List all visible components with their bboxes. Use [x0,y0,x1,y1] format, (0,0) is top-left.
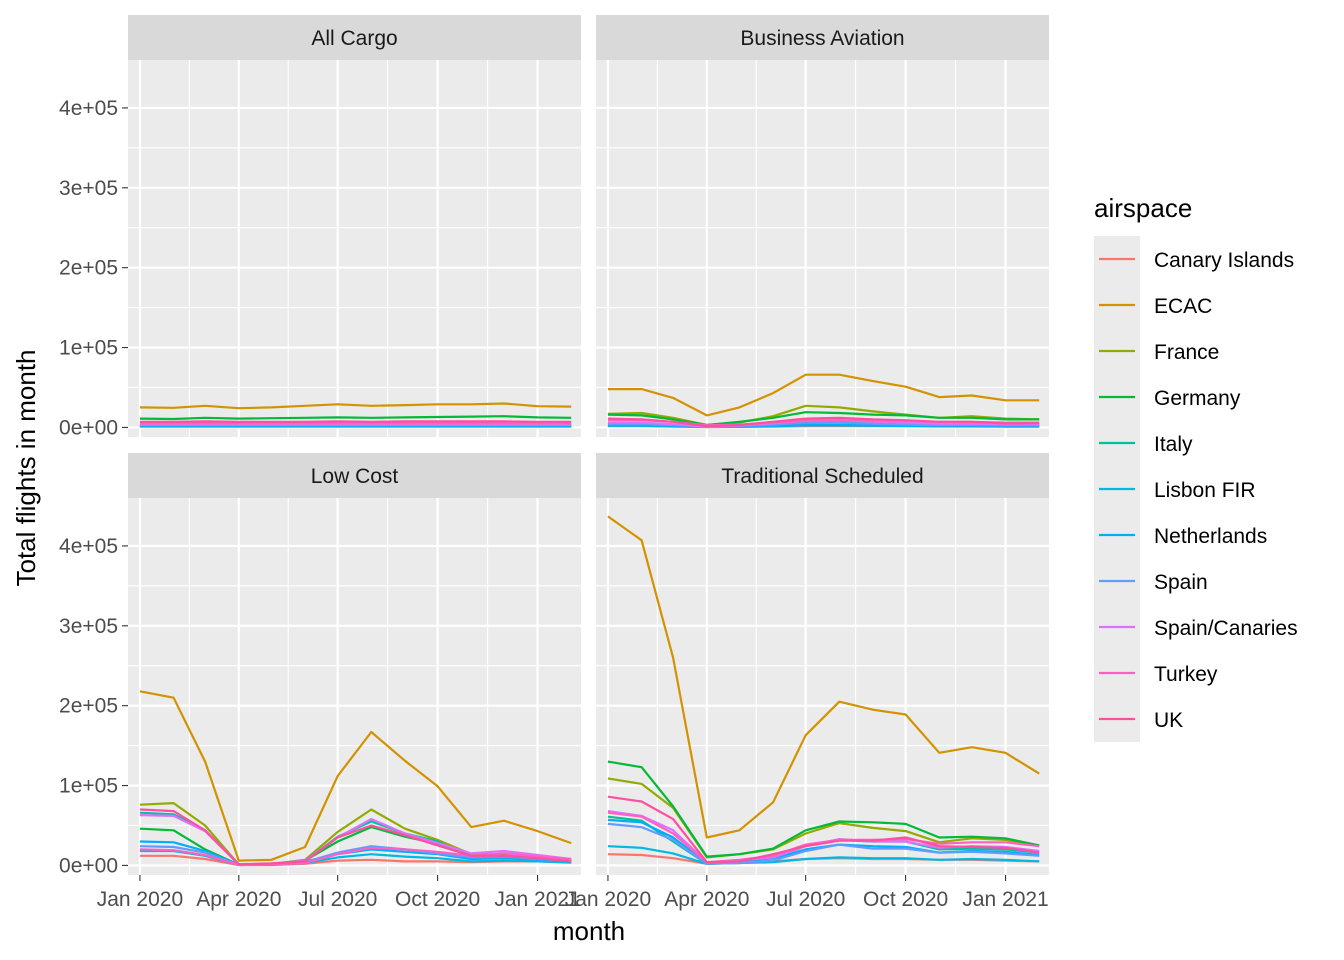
legend-item: Spain [1094,558,1208,604]
legend-item: Italy [1094,420,1193,466]
legend-item: Germany [1094,374,1241,420]
legend-keys: Canary Islands ECAC France Germany Italy Lisb… [1094,236,1298,742]
legend-label: Netherlands [1154,525,1267,548]
legend-label: Canary Islands [1154,249,1294,272]
legend-item: Lisbon FIR [1094,466,1256,512]
x-tick-label: Jan 2021 [494,888,580,911]
legend-item: Netherlands [1094,512,1267,558]
legend-label: ECAC [1154,295,1212,318]
facet-strip-label: All Cargo [311,27,397,50]
legend-item: UK [1094,696,1183,742]
series-line [607,373,1040,417]
y-tick-label: 4e+05 [59,535,118,558]
panel-background [596,60,1049,437]
series-line [139,846,572,867]
panel-background [128,498,581,875]
facet-strip [128,453,581,498]
y-tick-label: 0e+00 [59,854,118,877]
series-line [607,760,1040,858]
x-axis-title: month [553,916,625,946]
y-tick-label: 0e+00 [59,416,118,439]
y-tick-label: 1e+05 [59,775,118,798]
series-line [607,416,1040,428]
legend-label: Lisbon FIR [1154,479,1256,502]
series-line [139,415,572,421]
series-line [139,402,572,410]
facet-panel: All Cargo [128,15,581,437]
facet-strip [128,15,581,60]
x-tick-label: Jul 2020 [298,888,377,911]
x-tick-label: Jul 2020 [766,888,845,911]
facet-strip [596,453,1049,498]
series-line [139,690,572,862]
facet-panel: Business Aviation [596,15,1049,437]
series-line [607,404,1040,427]
legend: airspace Canary Islands ECAC France Germany… [1094,193,1298,742]
series-line [607,411,1040,427]
legend-title: airspace [1094,193,1192,223]
x-tick-label: Apr 2020 [664,888,749,911]
y-axis-title: Total flights in month [11,349,41,586]
x-tick-label: Jan 2021 [962,888,1048,911]
series-line [607,795,1040,864]
facet-panel: Low Cost [128,453,581,875]
series-line [607,822,1040,865]
x-tick-label: Oct 2020 [863,888,948,911]
legend-label: UK [1154,709,1183,732]
legend-item: France [1094,328,1219,374]
x-tick-label: Oct 2020 [395,888,480,911]
facet-strip-label: Traditional Scheduled [721,465,923,488]
series-line [607,515,1040,839]
facet-strip [596,15,1049,60]
axes-layer: 0e+00 1e+05 2e+05 3e+05 4e+05 0e+00 1e+05 2e+05… [59,97,1049,911]
legend-label: Turkey [1154,663,1218,686]
y-tick-label: 4e+05 [59,97,118,120]
facet-strip-label: Low Cost [311,465,399,488]
y-tick-label: 2e+05 [59,257,118,280]
legend-label: Italy [1154,433,1193,456]
panel-background [596,498,1049,875]
legend-item: Spain/Canaries [1094,604,1298,650]
panel-background [128,60,581,437]
series-line [607,811,1040,864]
y-tick-label: 2e+05 [59,695,118,718]
panels-layer: All Cargo Business Aviation Low Cost Tradit… [128,15,1049,875]
series-line [139,808,572,866]
legend-label: Spain [1154,571,1208,594]
legend-label: Spain/Canaries [1154,617,1298,640]
facet-panel: Traditional Scheduled [596,453,1049,875]
series-line [607,845,1040,865]
facet-strip-label: Business Aviation [740,27,904,50]
legend-label: France [1154,341,1219,364]
y-tick-label: 3e+05 [59,177,118,200]
x-tick-label: Apr 2020 [196,888,281,911]
y-tick-label: 1e+05 [59,337,118,360]
x-tick-label: Jan 2020 [97,888,183,911]
legend-label: Germany [1154,387,1241,410]
legend-item: Turkey [1094,650,1218,696]
y-tick-label: 3e+05 [59,615,118,638]
legend-item: ECAC [1094,282,1212,328]
x-tick-label: Jan 2020 [565,888,651,911]
legend-item: Canary Islands [1094,236,1294,282]
